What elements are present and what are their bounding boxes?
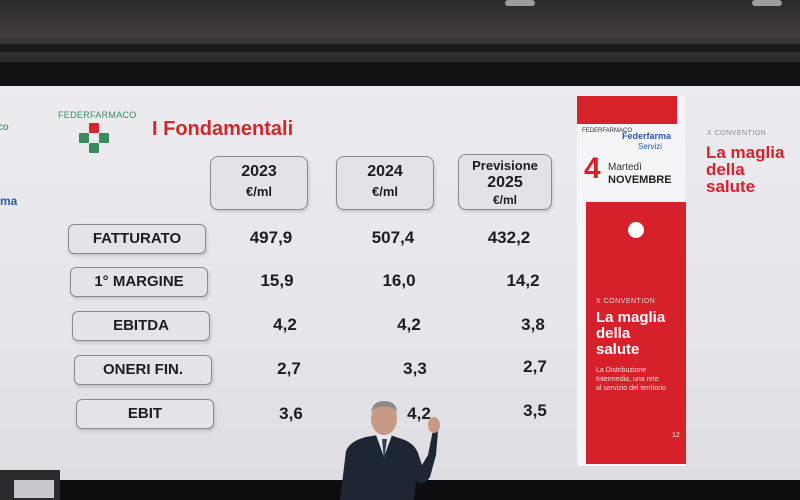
row-label-fatturato: FATTURATO (68, 224, 206, 254)
table-cell: 507,4 (371, 228, 415, 247)
column-header-2025: Previsione 2025 €/ml (458, 154, 552, 210)
column-label: Previsione (472, 158, 538, 173)
tagline-line: salute (596, 341, 640, 358)
screen-top-border (0, 62, 800, 86)
table-cell: 2,7 (277, 359, 301, 378)
row-label-ebitda: EBITDA (72, 311, 210, 341)
subtitle-line: al servizio del territorio (596, 385, 667, 392)
podium (0, 470, 60, 500)
row-label-oneri-fin: ONERI FIN. (74, 355, 212, 385)
cross-icon (79, 123, 109, 153)
poster-logo-federfarmaco: FEDERFARMACO (582, 128, 633, 134)
speaker-figure (340, 401, 440, 500)
subtitle-line: La Distribuzione (596, 367, 647, 374)
column-header-2024: 2024 €/ml (336, 156, 434, 210)
poster-red-panel: X CONVENTION La maglia della salute La D… (586, 202, 686, 464)
poster-top-bar (577, 96, 677, 124)
row-label-primo-margine: 1° MARGINE (70, 267, 208, 297)
row-label-ebit: EBIT (76, 399, 214, 429)
table-cell: 2,7 (523, 357, 547, 376)
federfarmaco-logo: FEDERFARMACO (58, 110, 137, 153)
table-cell: 14,2 (506, 271, 540, 290)
table-cell: 432,2 (487, 228, 531, 247)
poster-convention: X CONVENTION (596, 298, 656, 305)
previous-slide-fragment: co (0, 122, 9, 133)
slide-title: I Fondamentali (152, 118, 294, 140)
subtitle-line: Intermedia, una rete (596, 376, 659, 383)
poster-logo-servizi: Servizi (638, 142, 663, 151)
right-panel-convention: X CONVENTION (707, 130, 767, 137)
table-cell: 4,2 (407, 404, 431, 423)
projection-screen: co ma FEDERFARMACO I Fondamentali 2023 €… (0, 86, 800, 480)
tagline-line: La maglia (706, 143, 785, 162)
column-header-2023: 2023 €/ml (210, 156, 308, 210)
ceiling-light (505, 0, 535, 6)
previous-slide-fragment-2: ma (0, 194, 18, 208)
column-unit: €/ml (371, 184, 398, 199)
ceiling (0, 0, 800, 62)
tagline-line: della (706, 160, 745, 179)
column-unit: €/ml (492, 193, 517, 207)
circle-icon (628, 222, 644, 238)
tagline-line: della (596, 325, 631, 342)
column-year: 2023 (241, 163, 277, 180)
poster-subtitle: La Distribuzione Intermedia, una rete al… (596, 366, 682, 393)
poster-date-month: NOVEMBRE (608, 174, 672, 186)
table-cell: 3,5 (523, 401, 547, 420)
poster-logo-federfarma: Federfarma (622, 131, 672, 141)
column-unit: €/ml (245, 184, 272, 199)
poster-date-day: Martedì (608, 162, 642, 173)
table-cell: 3,8 (521, 315, 545, 334)
right-panel-tagline: La maglia della salute (706, 144, 784, 195)
tagline-line: La maglia (596, 309, 666, 326)
table-cell: 16,0 (382, 271, 416, 290)
ceiling-light (752, 0, 782, 6)
table-cell: 3,3 (403, 359, 427, 378)
poster-page-number: 12 (672, 432, 680, 439)
column-year: 2025 (487, 174, 523, 191)
poster-tagline: La maglia della salute (596, 310, 686, 358)
table-cell: 497,9 (249, 228, 293, 247)
ceiling-beam (0, 44, 800, 52)
column-year: 2024 (367, 163, 403, 180)
poster-date-number: 4 (584, 152, 601, 185)
table-cell: 4,2 (397, 315, 421, 334)
tagline-line: salute (706, 177, 756, 196)
podium-panel (14, 480, 54, 498)
table-cell: 4,2 (273, 315, 297, 334)
table-cell: 15,9 (260, 271, 294, 290)
logo-text: FEDERFARMACO (58, 110, 137, 120)
table-cell: 3,6 (279, 404, 303, 423)
